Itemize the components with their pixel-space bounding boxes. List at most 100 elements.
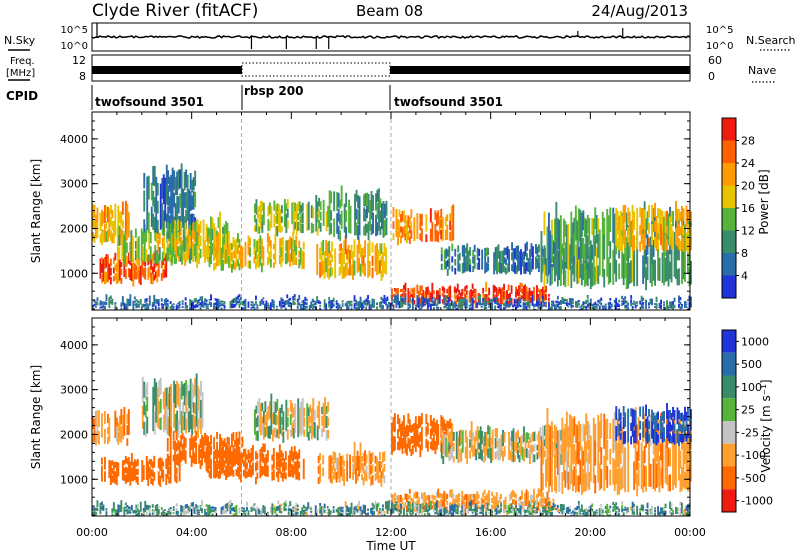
echo-mark <box>450 205 453 223</box>
echo-mark <box>316 201 319 213</box>
echo-mark <box>505 247 507 255</box>
echo-mark <box>175 510 178 515</box>
echo-mark <box>606 418 609 439</box>
echo-mark <box>255 477 257 485</box>
echo-mark <box>473 504 476 508</box>
echo-mark <box>194 170 197 187</box>
echo-mark <box>530 509 532 512</box>
echo-mark <box>458 263 461 272</box>
echo-mark <box>513 491 516 498</box>
echo-mark <box>293 446 296 460</box>
echo-mark <box>458 430 461 447</box>
echo-mark <box>192 177 195 191</box>
echo-mark <box>232 507 235 512</box>
echo-mark <box>265 462 268 477</box>
echo-mark <box>286 429 289 440</box>
echo-mark <box>398 436 401 451</box>
echo-mark <box>255 218 258 232</box>
echo-mark <box>223 451 226 459</box>
echo-mark <box>612 458 615 485</box>
echo-mark <box>235 504 238 516</box>
echo-mark <box>355 505 357 511</box>
echo-mark <box>165 183 168 205</box>
echo-mark <box>531 504 534 509</box>
echo-mark <box>413 502 416 506</box>
echo-mark <box>234 513 236 516</box>
echo-mark <box>670 235 673 250</box>
echo-mark <box>555 300 558 304</box>
echo-mark <box>630 436 633 445</box>
echo-mark <box>262 202 265 226</box>
echo-mark <box>367 243 369 278</box>
echo-mark <box>643 209 646 229</box>
echo-mark <box>473 261 476 269</box>
echo-mark <box>149 232 152 244</box>
echo-mark <box>268 251 271 264</box>
echo-mark <box>601 305 604 310</box>
nsearch-tick-bottom: 10^0 <box>706 41 733 52</box>
echo-mark <box>642 208 645 230</box>
echo-mark <box>394 436 396 451</box>
echo-mark <box>365 298 368 302</box>
echo-mark <box>625 510 628 515</box>
echo-mark <box>268 221 271 231</box>
echo-mark <box>104 471 106 482</box>
echo-mark <box>618 512 621 516</box>
echo-mark <box>636 231 639 287</box>
echo-mark <box>654 513 656 516</box>
echo-mark <box>413 217 416 242</box>
echo-mark <box>515 301 517 304</box>
echo-mark <box>676 510 679 512</box>
echo-mark <box>144 307 147 310</box>
echo-mark <box>325 303 328 310</box>
echo-mark <box>328 300 331 304</box>
echo-mark <box>607 302 610 310</box>
echo-mark <box>185 192 188 209</box>
echo-mark <box>231 503 233 507</box>
echo-mark <box>631 218 634 234</box>
echo-mark <box>477 505 480 509</box>
echo-mark <box>371 242 374 253</box>
echo-mark <box>356 474 359 481</box>
echo-mark <box>293 294 296 297</box>
colorbar-swatch <box>722 375 736 399</box>
echo-mark <box>586 453 589 488</box>
echo-mark <box>238 431 241 445</box>
echo-mark <box>517 449 519 459</box>
echo-mark <box>506 299 508 302</box>
echo-mark <box>458 289 461 295</box>
echo-mark <box>150 272 153 284</box>
echo-mark <box>567 302 570 306</box>
echo-mark <box>135 468 138 476</box>
echo-mark <box>510 506 513 510</box>
echo-mark <box>237 438 239 451</box>
echo-mark <box>431 420 434 436</box>
echo-mark <box>558 429 561 492</box>
echo-mark <box>302 458 305 480</box>
echo-mark <box>92 304 94 307</box>
echo-mark <box>127 457 130 482</box>
echo-mark <box>443 294 446 300</box>
echo-mark <box>284 300 287 306</box>
echo-mark <box>151 469 154 477</box>
echo-mark <box>148 512 151 516</box>
echo-mark <box>554 253 556 282</box>
echo-mark <box>502 250 504 272</box>
echo-mark <box>275 308 278 310</box>
echo-mark <box>343 240 346 252</box>
echo-mark <box>337 509 340 513</box>
echo-mark <box>619 432 622 440</box>
echo-mark <box>177 304 180 307</box>
echo-mark <box>382 305 384 310</box>
echo-mark <box>488 508 491 511</box>
echo-mark <box>494 451 497 460</box>
echo-mark <box>562 511 565 514</box>
echo-mark <box>117 462 120 477</box>
echo-mark <box>367 512 369 516</box>
echo-mark <box>121 460 124 481</box>
echo-mark <box>688 511 691 516</box>
echo-mark <box>284 451 287 461</box>
echo-mark <box>194 378 197 396</box>
echo-mark <box>322 239 325 256</box>
echo-mark <box>332 303 335 307</box>
